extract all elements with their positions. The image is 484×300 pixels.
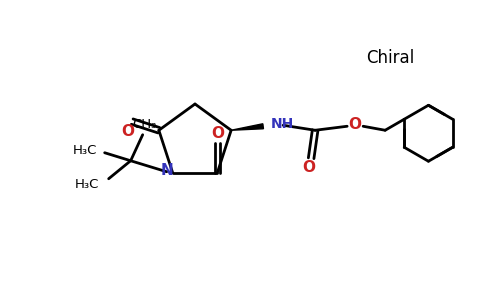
Polygon shape <box>231 124 263 130</box>
Text: H₃C: H₃C <box>73 144 97 157</box>
Text: H₃C: H₃C <box>75 178 99 191</box>
Text: O: O <box>348 117 362 132</box>
Text: CH₃: CH₃ <box>133 118 157 131</box>
Text: O: O <box>211 126 224 141</box>
Text: O: O <box>302 160 316 175</box>
Text: Chiral: Chiral <box>366 49 414 67</box>
Text: NH: NH <box>271 117 294 131</box>
Text: O: O <box>122 124 135 139</box>
Text: N: N <box>160 163 173 178</box>
